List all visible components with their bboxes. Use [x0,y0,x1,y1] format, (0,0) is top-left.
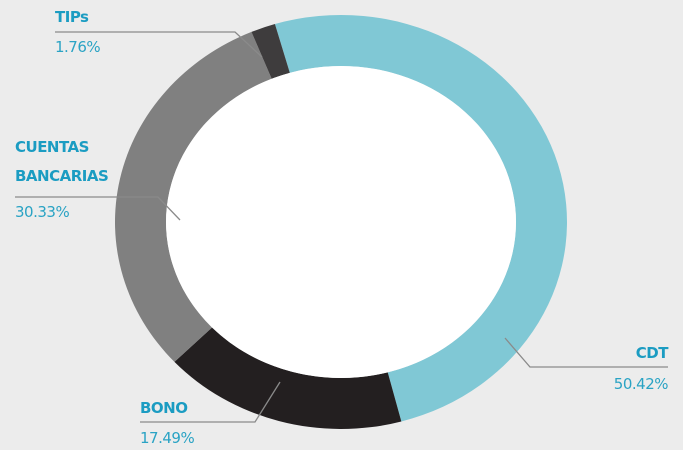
leader-line [504,337,668,368]
leader-line [55,31,263,58]
leader-line [140,381,281,423]
donut-hole [166,66,516,378]
donut-segment [274,15,567,422]
value-label: 50.42% [613,375,669,393]
category-label: TIPs [55,8,89,26]
value-label: 1.76% [55,38,101,56]
donut-segment [174,327,402,429]
category-label: CUENTAS BANCARIAS [15,138,109,185]
donut-segment [251,24,290,79]
value-label: 17.49% [140,429,195,447]
donut-segment [114,31,272,362]
category-label: CDT [635,344,669,362]
value-label: 30.33% [15,203,70,221]
category-label: BONO [140,399,188,417]
leader-line [15,196,181,221]
